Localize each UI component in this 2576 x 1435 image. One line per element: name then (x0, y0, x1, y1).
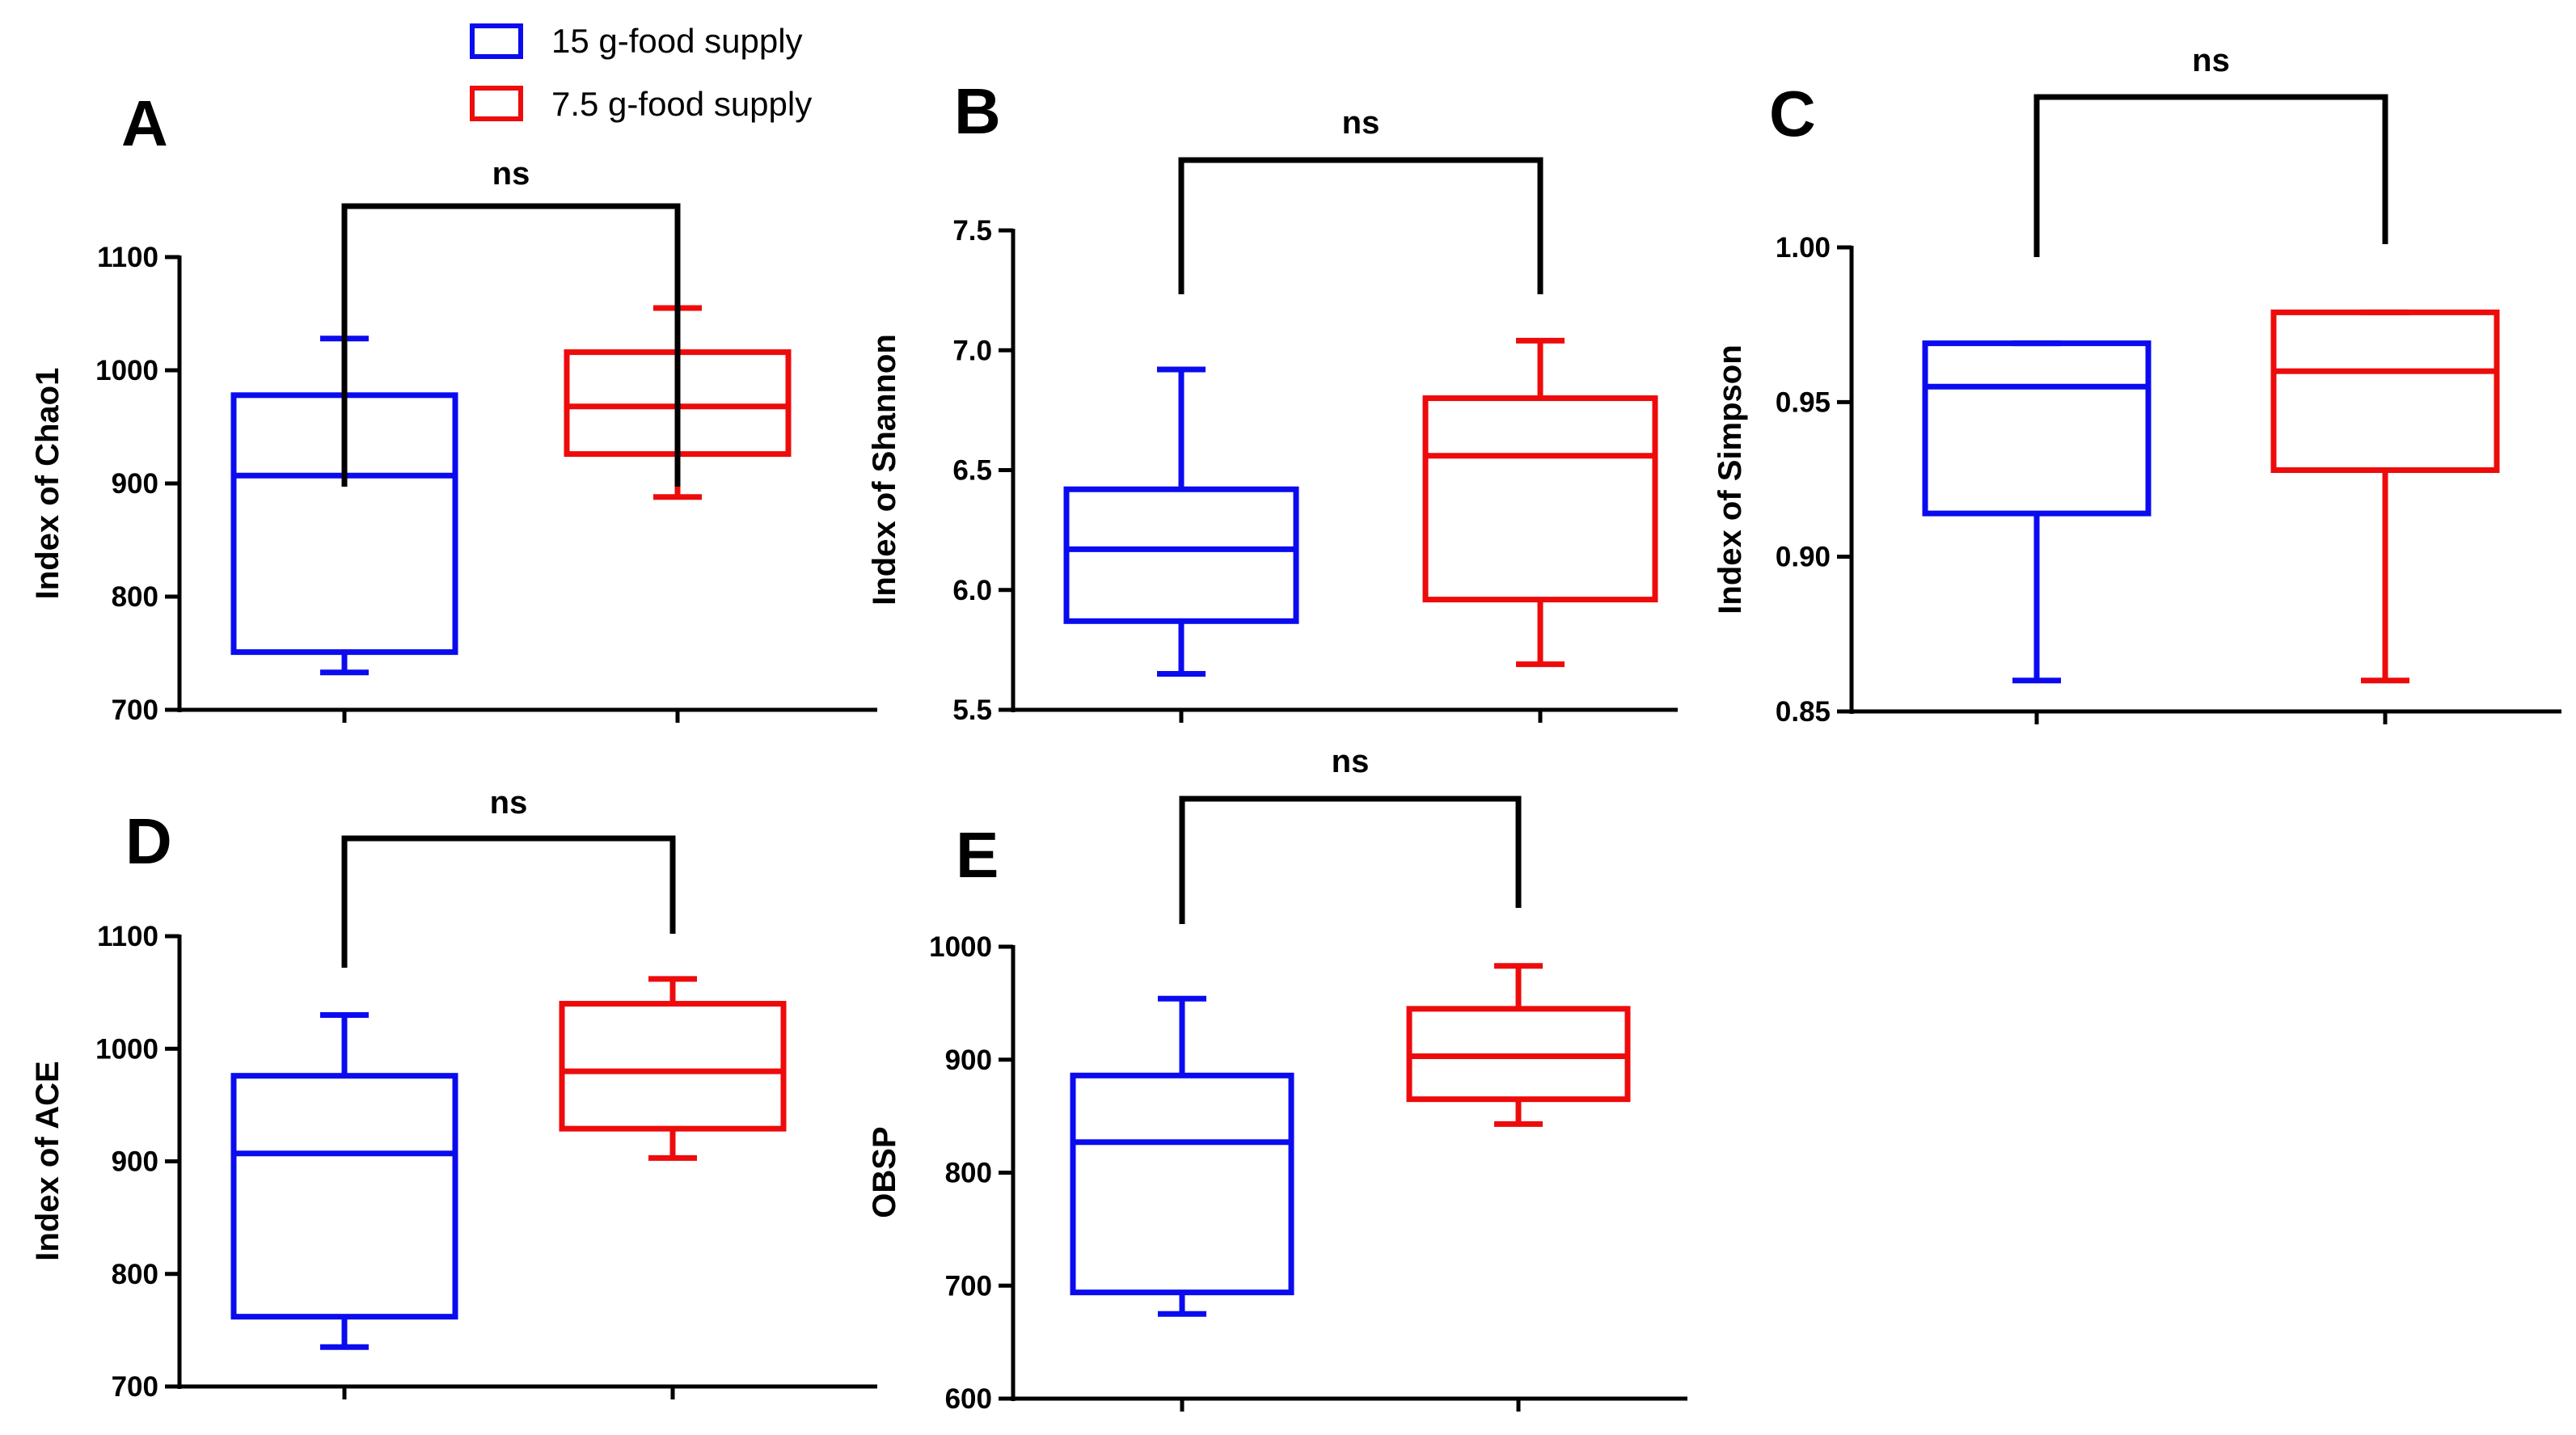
y-tick-label-e: 600 (945, 1383, 992, 1415)
panel-b: B 5.5 6.0 6.5 7.0 7.5 Index of Shannon ns (867, 75, 1678, 726)
y-tick-label-a: 900 (112, 468, 158, 500)
y-tick-label-a: 1000 (95, 355, 158, 386)
box-iqr (1422, 395, 1658, 603)
box-iqr (2270, 309, 2500, 474)
y-tick-label-a: 700 (112, 694, 158, 726)
significance-bracket-e (1179, 796, 1522, 924)
y-tick-label-d: 1000 (95, 1033, 158, 1065)
y-axis-title-c: Index of Simpson (1712, 344, 1748, 614)
y-tick-label-d: 900 (112, 1146, 158, 1178)
panel-d: D 700 800 900 1000 1100 Index of ACE ns (30, 785, 877, 1403)
y-tick-label-d: 1100 (97, 921, 158, 952)
y-tick-label-d: 700 (112, 1371, 158, 1403)
y-tick-label-b: 5.5 (952, 694, 992, 726)
y-axis-title-d: Index of ACE (30, 1061, 65, 1260)
y-tick-label-b: 7.5 (952, 215, 992, 247)
legend-swatch-15g (470, 23, 523, 59)
y-tick-label-e: 800 (945, 1158, 992, 1189)
panel-letter-a: A (121, 87, 168, 159)
box-iqr (1063, 486, 1299, 624)
y-tick-label-a: 800 (112, 581, 158, 613)
y-tick-label-c: 0.90 (1776, 542, 1831, 573)
box-e-7-5g (1406, 963, 1631, 1127)
significance-label-b: ns (1342, 105, 1380, 141)
box-d-7-5g (559, 976, 787, 1161)
box-c-7-5g (2270, 309, 2500, 684)
significance-label-a: ns (492, 156, 530, 192)
panels: A 700 800 900 1000 1100 Index of Chao1 ns B 5.5 6.… (30, 43, 2561, 1415)
y-tick-label-a: 1100 (97, 242, 158, 273)
significance-bracket-a (341, 203, 681, 487)
box-iqr (1922, 340, 2152, 517)
box-c-15g (1922, 340, 2152, 684)
y-tick-label-b: 6.5 (952, 455, 992, 487)
panel-c: C 0.85 0.90 0.95 1.00 Index of Simpson ns (1712, 43, 2561, 728)
panel-a: A 700 800 900 1000 1100 Index of Chao1 ns (30, 87, 877, 726)
y-tick-label-c: 1.00 (1776, 232, 1831, 264)
significance-label-c: ns (2192, 43, 2230, 78)
legend-label-15g: 15 g-food supply (551, 22, 803, 60)
y-axis-title-b: Index of Shannon (867, 334, 902, 606)
legend-label-7-5g: 7.5 g-food supply (551, 85, 812, 123)
y-tick-label-e: 700 (945, 1270, 992, 1302)
y-tick-label-c: 0.85 (1776, 696, 1831, 728)
significance-bracket-c (2033, 94, 2388, 257)
legend-swatch-7-5g (470, 86, 523, 121)
y-tick-label-b: 7.0 (952, 335, 992, 366)
y-tick-label-e: 900 (945, 1045, 992, 1076)
box-iqr (1070, 1072, 1294, 1296)
significance-label-e: ns (1332, 744, 1370, 779)
y-axis-title-e: OBSP (867, 1126, 902, 1218)
box-b-7-5g (1422, 337, 1658, 668)
y-axis-title-a: Index of Chao1 (30, 368, 65, 600)
box-d-15g (230, 1011, 458, 1350)
y-tick-label-b: 6.0 (952, 575, 992, 606)
box-iqr (559, 1001, 787, 1132)
legend: 15 g-food supply 7.5 g-food supply (470, 22, 812, 123)
y-tick-label-d: 800 (112, 1259, 158, 1290)
box-e-15g (1070, 995, 1294, 1317)
y-tick-label-c: 0.95 (1776, 386, 1831, 418)
significance-label-d: ns (490, 785, 528, 821)
panel-letter-b: B (954, 75, 1001, 147)
panel-letter-d: D (125, 805, 172, 877)
box-b-15g (1063, 366, 1299, 677)
significance-bracket-d (341, 835, 676, 968)
panel-e: E 600 700 800 900 1000 OBSP ns (867, 744, 1687, 1415)
panel-letter-e: E (956, 819, 999, 891)
y-tick-label-e: 1000 (929, 931, 992, 963)
significance-bracket-b (1178, 157, 1543, 294)
panel-letter-c: C (1769, 78, 1816, 150)
box-iqr (230, 1073, 458, 1320)
